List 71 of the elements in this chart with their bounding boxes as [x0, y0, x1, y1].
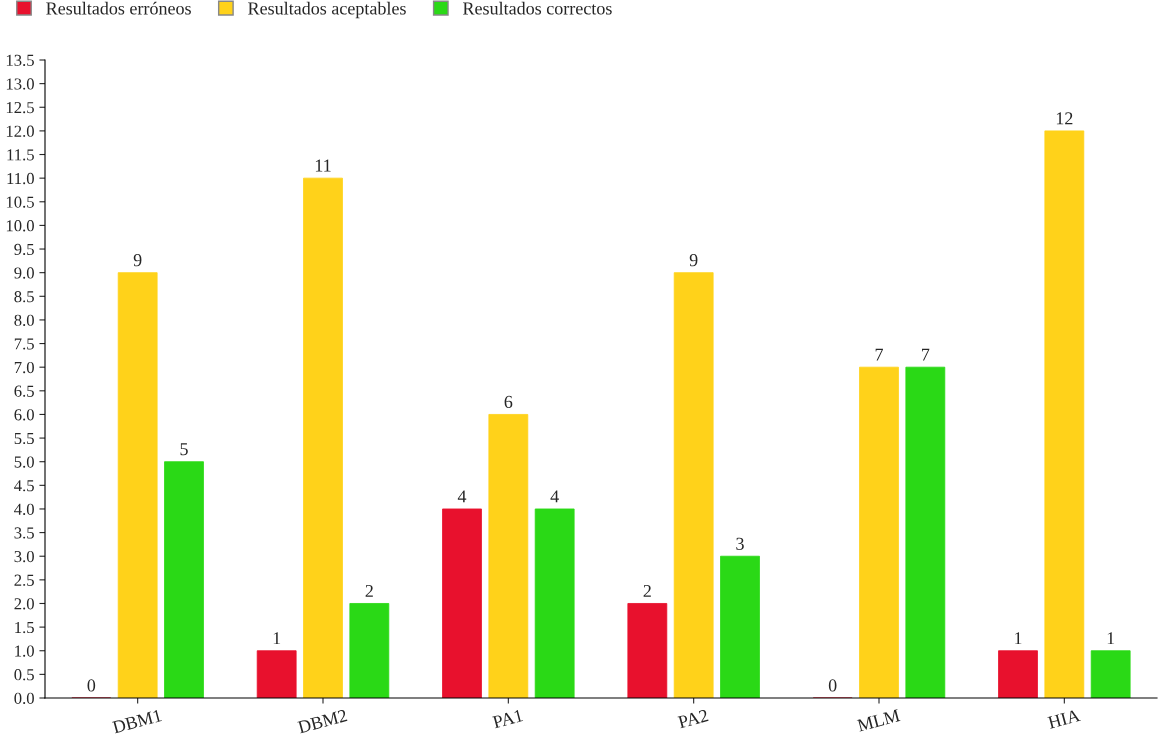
bar [534, 508, 575, 698]
y-tick-label: 11.0 [7, 172, 34, 185]
x-tick-label: DBM1 [111, 709, 162, 734]
y-tick-label: 8.5 [14, 291, 34, 303]
data-label: 5 [180, 443, 188, 456]
bar [303, 177, 343, 698]
y-tick-label: 9.5 [14, 243, 34, 256]
y-tick-label: 12.5 [6, 102, 34, 114]
x-tick-label: HIA [1047, 709, 1081, 729]
y-tick-label: 6.0 [14, 409, 34, 421]
data-label: 9 [133, 254, 142, 267]
data-label: 6 [504, 395, 513, 408]
bar [349, 603, 390, 698]
bar [442, 508, 482, 698]
y-tick-label: 3.5 [14, 527, 34, 539]
bar [117, 272, 158, 698]
y-tick-label: 3.0 [14, 550, 34, 563]
legend-label: Resultados erróneos [46, 1, 191, 15]
data-label: 2 [643, 584, 651, 597]
y-tick-label: 10.5 [6, 196, 34, 208]
y-tick-label: 12.0 [6, 125, 34, 137]
data-label: 1 [273, 632, 281, 645]
bar [998, 650, 1038, 698]
bar [256, 650, 297, 698]
legend-label: Resultados aceptables [248, 1, 406, 19]
bar [627, 603, 668, 698]
y-tick-label: 11.5 [7, 149, 34, 161]
data-label: 0 [828, 679, 837, 692]
data-label: 3 [736, 537, 744, 550]
x-tick-label: PA1 [492, 709, 524, 729]
y-tick-label: 2.5 [14, 574, 34, 586]
data-label: 7 [922, 348, 930, 361]
y-tick-label: 1.0 [15, 645, 34, 657]
y-tick-label: 10.0 [6, 220, 34, 232]
y-tick-label: 4.5 [14, 480, 34, 492]
data-label: 2 [365, 584, 373, 597]
y-tick-label: 0.0 [14, 692, 34, 705]
data-label: 4 [550, 490, 559, 503]
y-tick-label: 1.5 [15, 621, 34, 634]
data-label: 1 [1015, 632, 1022, 645]
data-label: 12 [1056, 112, 1073, 125]
y-tick-label: 7.0 [14, 361, 34, 374]
bar [720, 555, 760, 698]
data-label: 0 [87, 679, 96, 692]
y-tick-label: 9.0 [14, 267, 34, 279]
y-tick-label: 8.0 [14, 314, 34, 326]
y-tick-label: 4.0 [14, 503, 34, 515]
bar [859, 366, 899, 698]
y-tick-label: 7.5 [14, 338, 34, 350]
bar [905, 366, 946, 698]
data-label: 7 [875, 348, 883, 361]
bar [488, 414, 529, 698]
data-label: 9 [689, 254, 698, 267]
bar [673, 272, 714, 698]
y-tick-label: 13.5 [6, 54, 34, 67]
y-tick-label: 2.0 [14, 598, 34, 610]
x-tick-label: MLM [856, 709, 901, 732]
bar [164, 461, 204, 698]
data-label: 4 [457, 490, 467, 503]
x-tick-label: DBM2 [297, 709, 348, 734]
y-tick-label: 13.0 [6, 78, 34, 90]
y-tick-label: 5.5 [14, 432, 34, 445]
x-tick-label: PA2 [677, 709, 709, 729]
data-label: 1 [1107, 632, 1115, 645]
bar [1090, 650, 1131, 698]
bar [1044, 130, 1085, 698]
legend-label: Resultados correctos [462, 1, 612, 15]
y-tick-label: 6.5 [14, 385, 34, 397]
y-tick-label: 0.5 [14, 669, 34, 681]
y-tick-label: 5.0 [14, 456, 34, 468]
data-label: 11 [315, 159, 331, 172]
